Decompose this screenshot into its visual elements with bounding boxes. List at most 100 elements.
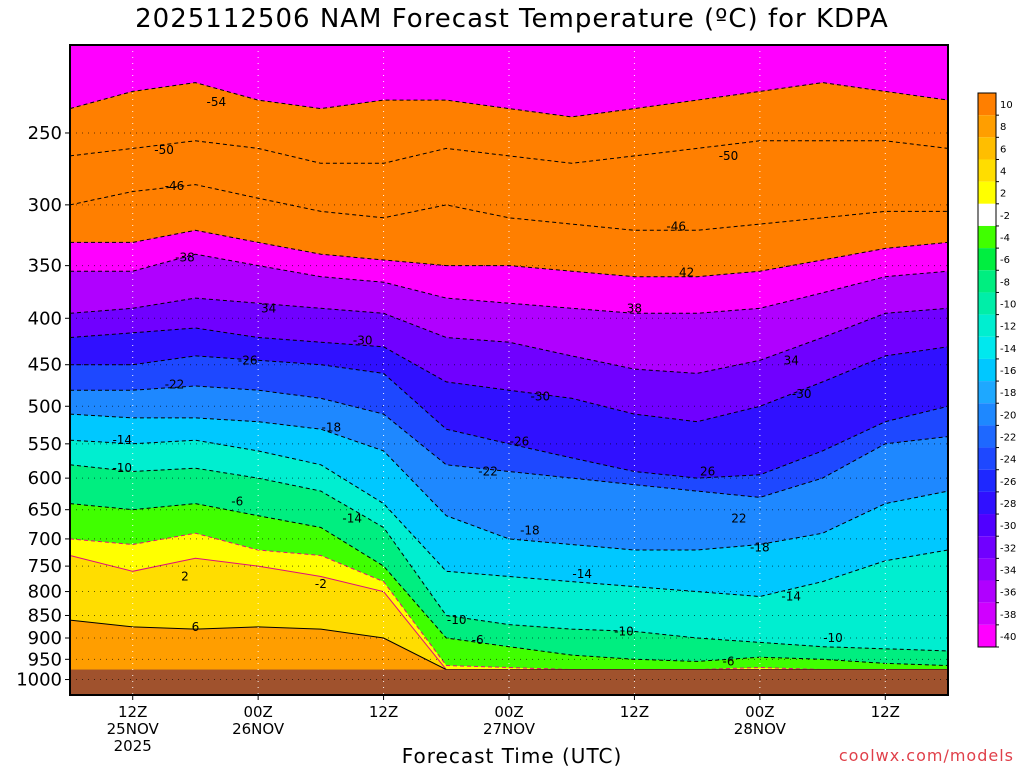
contour-label: -26 — [510, 435, 530, 449]
x-tick-label: 12Z — [620, 703, 649, 721]
contour-label: -38 — [175, 251, 195, 265]
credit-link[interactable]: coolwx.com/models — [838, 746, 1014, 765]
x-axis-label: Forecast Time (UTC) — [401, 744, 623, 768]
colorbar-label: -26 — [1000, 477, 1016, 488]
colorbar-swatch — [978, 93, 996, 116]
contour-label: 26 — [700, 465, 715, 479]
isotherm-line--14 — [69, 439, 949, 598]
y-tick-label: 250 — [28, 123, 62, 144]
colorbar-label: -22 — [1000, 432, 1016, 443]
colorbar-swatch — [978, 314, 996, 337]
x-tick-label: 12Z — [118, 703, 147, 721]
contour-label: 2 — [181, 569, 189, 583]
contour-label: -18 — [750, 540, 770, 554]
y-tick-label: 800 — [28, 582, 62, 603]
x-tick-label: 26NOV — [232, 720, 285, 738]
colorbar-label: -16 — [1000, 366, 1016, 377]
colorbar-swatch — [978, 602, 996, 625]
colorbar-label: -14 — [1000, 344, 1016, 355]
y-tick-label: 450 — [28, 355, 62, 376]
y-tick-label: 700 — [28, 529, 62, 550]
y-tick-label: 1000 — [16, 670, 62, 691]
colorbar-label: -32 — [1000, 543, 1016, 554]
isotherm-line--46 — [69, 184, 948, 231]
colorbar-label: -40 — [1000, 632, 1016, 643]
isotherm-line--30 — [69, 327, 949, 423]
colorbar-swatch — [978, 292, 996, 315]
contour-label: -14 — [342, 512, 362, 526]
colorbar-label: -28 — [1000, 499, 1016, 510]
colorbar-label: -18 — [1000, 388, 1016, 399]
colorbar-swatch — [978, 181, 996, 204]
contour-label: -18 — [520, 523, 540, 537]
contour-label: -46 — [165, 179, 185, 193]
colorbar-label: -30 — [1000, 521, 1016, 532]
contour-label: 6 — [192, 620, 200, 634]
x-tick-label: 2025 — [114, 737, 152, 755]
y-tick-label: 400 — [28, 308, 62, 329]
contour-label: -6 — [472, 633, 484, 647]
chart-title: 2025112506 NAM Forecast Temperature (ºC)… — [135, 4, 889, 34]
contour-label: 22 — [731, 512, 746, 526]
colorbar-label: 4 — [1000, 167, 1006, 178]
colorbar-label: -4 — [1000, 233, 1010, 244]
y-tick-label: 350 — [28, 256, 62, 277]
colorbar-label: -36 — [1000, 588, 1016, 599]
colorbar-swatch — [978, 336, 996, 359]
colorbar-label: -2 — [1000, 211, 1010, 222]
contour-label: -6 — [231, 495, 243, 509]
contour-label: 34 — [261, 301, 276, 315]
colorbar-swatch — [978, 248, 996, 271]
colorbar-label: -24 — [1000, 455, 1016, 466]
contour-label: -30 — [792, 387, 812, 401]
colorbar-label: 2 — [1000, 189, 1006, 200]
colorbar-swatch — [978, 469, 996, 492]
y-tick-label: 650 — [28, 500, 62, 521]
x-tick-label: 12Z — [369, 703, 398, 721]
contour-label: -14 — [781, 589, 801, 603]
contour-label: -22 — [165, 377, 185, 391]
contour-label: -18 — [322, 421, 342, 435]
colorbar-label: -12 — [1000, 322, 1016, 333]
contour-label: -50 — [154, 143, 174, 157]
isotherm-line--34 — [69, 297, 949, 374]
x-tick-label: 00Z — [494, 703, 523, 721]
colorbar-swatch — [978, 225, 996, 249]
colorbar-label: -38 — [1000, 610, 1016, 621]
contour-label: -50 — [719, 149, 739, 163]
contour-label: -6 — [723, 654, 735, 668]
contour-label: 38 — [627, 301, 642, 315]
colorbar-swatch — [978, 514, 996, 537]
isotherm-line--22 — [70, 385, 949, 498]
x-tick-label: 00Z — [243, 703, 272, 721]
contour-label: -54 — [207, 95, 227, 109]
x-tick-label: 27NOV — [483, 720, 536, 738]
contour-label: -46 — [666, 220, 686, 234]
contour-label: -14 — [112, 433, 132, 447]
y-tick-label: 550 — [28, 434, 62, 455]
isotherm-line--2 — [69, 532, 948, 671]
colorbar-swatch — [978, 425, 996, 448]
isotherm-line--50 — [69, 140, 949, 164]
colorbar-label: -20 — [1000, 410, 1016, 421]
colorbar-swatch — [978, 381, 996, 404]
contour-label: -30 — [353, 333, 373, 347]
colorbar-swatch — [978, 358, 996, 382]
x-tick-label: 00Z — [745, 703, 774, 721]
contour-label: -10 — [614, 624, 634, 638]
isotherm-line--54 — [69, 82, 949, 118]
colorbar-swatch — [978, 270, 996, 293]
colorbar-swatch — [978, 536, 996, 559]
colorbar-swatch — [978, 137, 996, 160]
colorbar-label: -8 — [1000, 277, 1010, 288]
contour-label: -30 — [531, 390, 551, 404]
y-tick-label: 600 — [28, 468, 62, 489]
colorbar-swatch — [978, 447, 996, 470]
contour-label: 42 — [679, 265, 694, 279]
colorbar-swatch — [978, 203, 996, 226]
isotherm-line--38 — [70, 253, 949, 314]
colorbar-frame — [977, 92, 997, 648]
colorbar-label: 6 — [1000, 144, 1006, 155]
contour-label: -10 — [112, 461, 132, 475]
